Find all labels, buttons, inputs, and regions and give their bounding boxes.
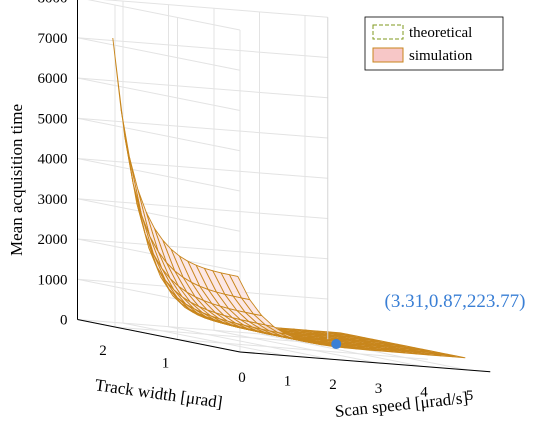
gridline-y: [239, 30, 491, 373]
gridline-z-back: [77, 77, 328, 99]
legend-swatch-simulation: [372, 47, 404, 63]
minimum-point-annotation: (3.31,0.87,223.77): [385, 291, 526, 312]
y-axis-line: [77, 319, 241, 353]
gridline-z-back: [77, 198, 328, 220]
gridline-z-left: [77, 77, 241, 111]
z-axis-label: Mean acquisition time: [7, 104, 26, 256]
x-axis-line: [239, 351, 491, 373]
z-tick-label: 7000: [38, 31, 68, 47]
y-tick-label: 2: [99, 343, 107, 359]
surface-cell: [112, 37, 134, 184]
x-tick-label: 3: [375, 381, 383, 397]
z-tick-label: 0: [60, 313, 68, 329]
gridline-x: [259, 11, 423, 367]
z-tick-label: 3000: [38, 192, 68, 208]
gridline-z-back: [77, 238, 328, 260]
surface-cell: [128, 156, 151, 237]
gridline-x: [168, 4, 332, 360]
x-tick-label: 2: [329, 377, 337, 393]
gridline-z-left: [77, 37, 241, 71]
legend-swatch-theoretical: [372, 24, 404, 40]
gridline-z-left: [77, 158, 241, 192]
legend-label-simulation: simulation: [409, 48, 473, 64]
gridline-z-back: [102, 0, 328, 18]
legend-label-theoretical: theoretical: [409, 25, 472, 41]
z-tick-label: 1000: [38, 272, 68, 288]
chart-axes: [77, 0, 491, 373]
gridline-z-left: [87, 0, 241, 31]
gridline-z-back: [77, 158, 328, 179]
z-tick-label: 4000: [38, 152, 68, 168]
chart-legend: theoretical simulation: [364, 16, 504, 71]
x-tick-label: 1: [284, 374, 292, 390]
minimum-point-marker: [331, 339, 342, 350]
x-tick-label: 0: [238, 370, 246, 386]
surface-mesh: [112, 37, 466, 359]
x-tick-label: 4: [420, 384, 428, 400]
z-tick-label: 8000: [38, 0, 68, 7]
z-tick-label: 2000: [38, 232, 68, 248]
tick-labels: 0 1000 2000 3000 4000 5000 6000 7000 8000 0 1 2 3 4 5 1…: [38, 0, 474, 404]
y-axis-label: Track width [μrad]: [94, 375, 224, 412]
gridline-x: [213, 8, 377, 364]
gridline-z-back: [77, 37, 328, 59]
z-tick-label: 5000: [38, 111, 68, 127]
x-tick-label: 5: [466, 388, 474, 404]
gridline-x: [122, 1, 286, 357]
gridline-z-back: [77, 117, 328, 139]
gridline-z-left: [77, 198, 241, 232]
y-tick-label: 1: [162, 356, 170, 372]
x-axis-label: Scan speed [μrad/s]: [334, 388, 469, 421]
gridline-z-left: [77, 117, 241, 152]
z-tick-label: 6000: [38, 71, 68, 87]
